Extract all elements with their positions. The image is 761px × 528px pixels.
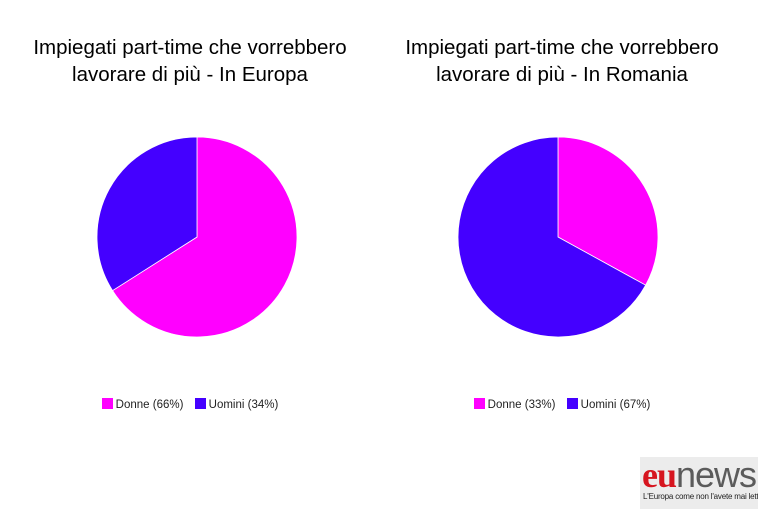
legend-label-uomini: Uomini (67%) — [580, 399, 651, 411]
legend-label-uomini: Uomini (34%) — [208, 399, 279, 411]
legend-swatch-uomini — [194, 398, 206, 409]
chart-title: Impiegati part-time che vorrebbero lavor… — [372, 34, 752, 88]
legend-item-uomini: Uomini (34%) — [194, 398, 279, 411]
legend-romania: Donne (33%) Uomini (67%) — [372, 398, 752, 411]
pie-slice-donne — [112, 136, 298, 338]
legend-swatch-donne — [101, 398, 113, 409]
eunews-logo: eunews L'Europa come non l'avete mai let… — [640, 457, 758, 509]
logo-tagline: L'Europa come non l'avete mai letta — [643, 492, 758, 501]
pie-chart-europe — [96, 136, 298, 338]
logo-eu: eu — [642, 457, 677, 495]
chart-title: Impiegati part-time che vorrebbero lavor… — [0, 34, 380, 88]
pie-chart-romania — [457, 136, 659, 338]
legend-label-donne: Donne (66%) — [115, 399, 184, 411]
chart-romania: Impiegati part-time che vorrebbero lavor… — [372, 0, 752, 440]
legend-europe: Donne (66%) Uomini (34%) — [0, 398, 380, 411]
legend-item-donne: Donne (66%) — [101, 398, 184, 411]
chart-title-line-2: lavorare di più - In Europa — [72, 63, 308, 86]
pie-slice-donne — [557, 136, 659, 286]
legend-swatch-uomini — [566, 398, 578, 409]
legend-swatch-donne — [473, 398, 485, 409]
legend-item-uomini: Uomini (67%) — [566, 398, 651, 411]
chart-europe: Impiegati part-time che vorrebbero lavor… — [0, 0, 380, 440]
logo-news: news — [676, 457, 757, 495]
chart-title-line-1: Impiegati part-time che vorrebbero — [33, 36, 347, 59]
legend-item-donne: Donne (33%) — [473, 398, 556, 411]
chart-title-line-1: Impiegati part-time che vorrebbero — [405, 36, 719, 59]
pie-slice-uomini — [96, 136, 198, 292]
pie-slice-uomini — [457, 136, 647, 338]
logo-wordmark: eunews — [642, 457, 757, 495]
legend-label-donne: Donne (33%) — [487, 399, 556, 411]
chart-title-line-2: lavorare di più - In Romania — [436, 63, 688, 86]
